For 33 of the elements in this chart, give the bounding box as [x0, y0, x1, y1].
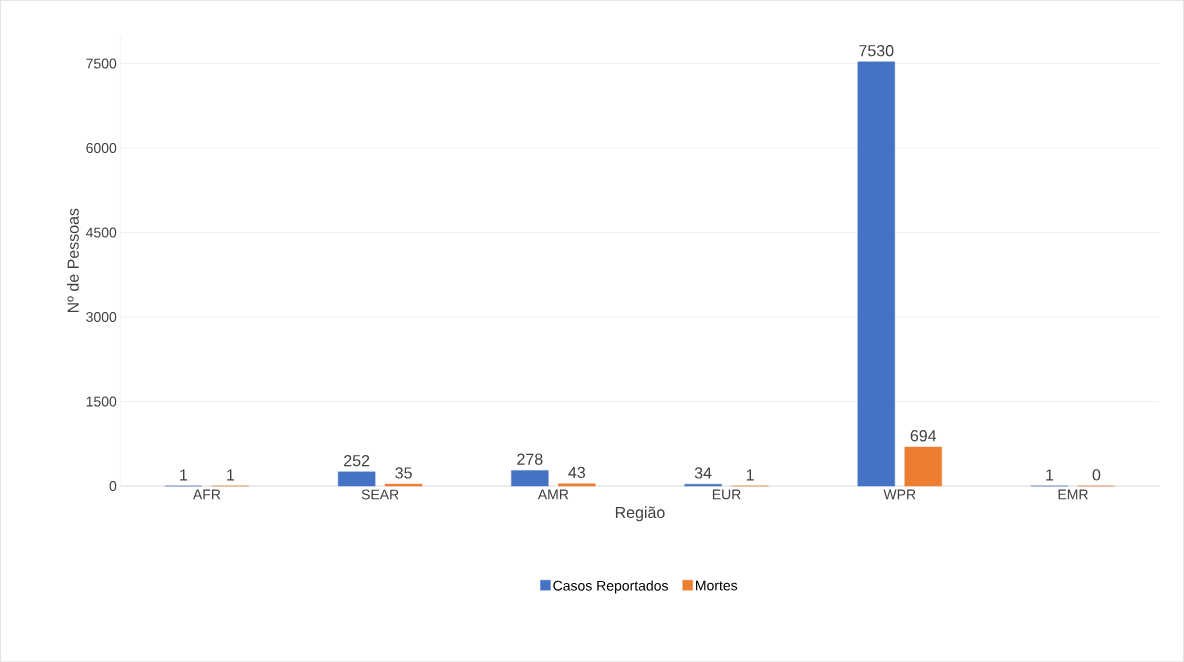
y-tick-label: 3000: [86, 311, 117, 322]
data-label: 278: [517, 453, 543, 465]
y-tick-label: 6000: [86, 142, 117, 153]
data-label: 34: [694, 467, 712, 479]
x-tick-label: SEAR: [361, 489, 399, 500]
data-label: 252: [344, 454, 370, 467]
y-tick-label: 7500: [86, 58, 117, 69]
bar: [337, 471, 376, 487]
x-tick-label: EMR: [1058, 489, 1088, 500]
legend-label: Casos Reportados: [553, 580, 668, 594]
x-axis-title: Região: [615, 506, 665, 522]
data-label: 35: [395, 467, 412, 479]
x-tick-label: EUR: [712, 489, 741, 500]
x-tick-label: AMR: [537, 489, 569, 500]
y-axis-title: Nº de Pessoas: [67, 208, 79, 312]
data-label: 1: [180, 469, 188, 481]
data-label: 1: [1046, 469, 1054, 481]
data-label: 1: [746, 469, 754, 481]
x-tick-label: WPR: [883, 489, 916, 500]
data-label: 7530: [859, 44, 894, 57]
bar: [511, 470, 549, 487]
data-label: 43: [568, 466, 586, 478]
bar: [904, 446, 942, 487]
bar: [558, 483, 596, 487]
y-tick-label: 4500: [85, 227, 117, 238]
y-tick-label: 1500: [86, 396, 117, 407]
legend-label: Mortes: [696, 580, 738, 591]
data-label: 694: [910, 429, 937, 442]
y-tick-label: 0: [109, 480, 117, 491]
x-tick-label: AFR: [192, 489, 221, 500]
bar: [857, 61, 895, 487]
data-label: 0: [1092, 469, 1101, 481]
data-label: 1: [227, 469, 235, 481]
